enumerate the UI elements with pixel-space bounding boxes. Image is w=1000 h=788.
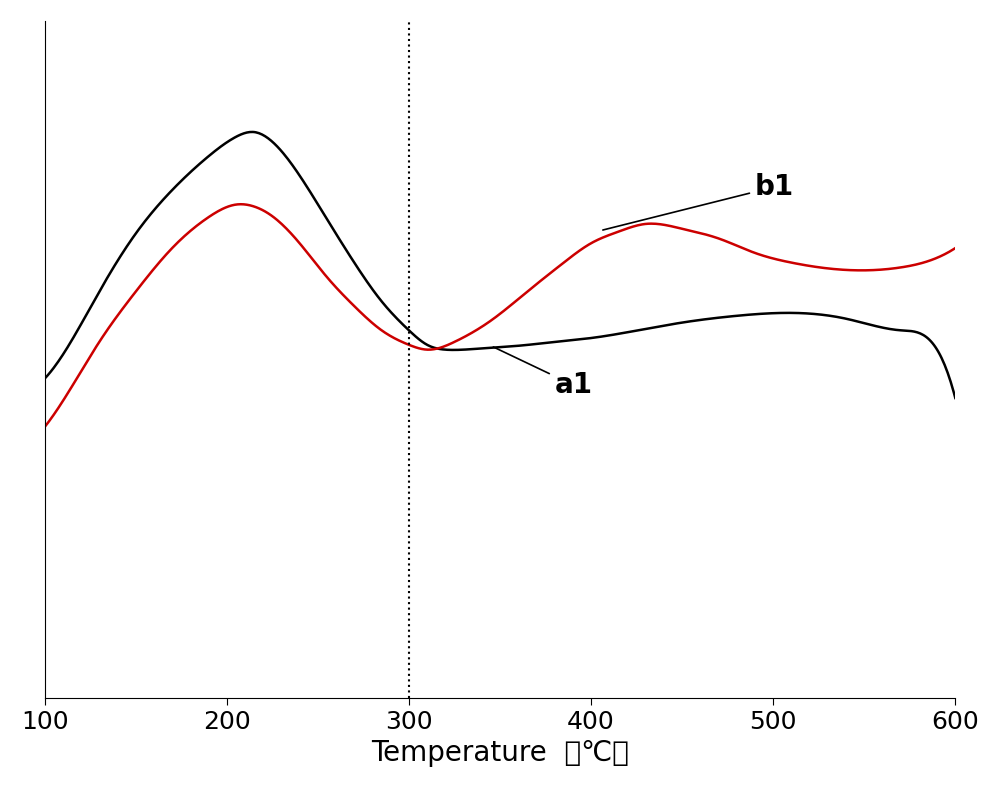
X-axis label: Temperature  （℃）: Temperature （℃） [371,739,629,768]
Text: b1: b1 [603,173,794,230]
Text: a1: a1 [493,347,593,400]
